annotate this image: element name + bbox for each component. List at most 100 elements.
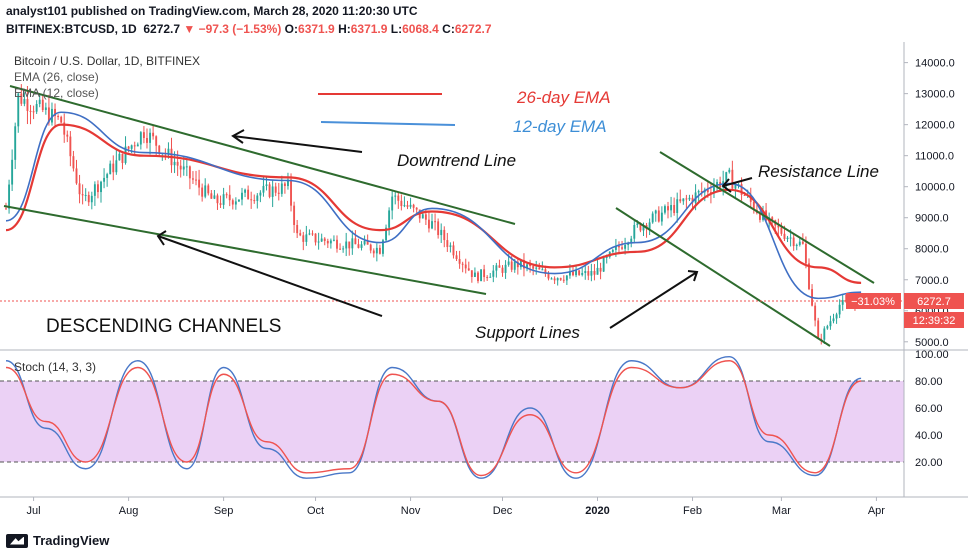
candle-body (783, 233, 786, 240)
candle-body (26, 99, 29, 111)
low-value: 6068.4 (402, 22, 439, 36)
price-tick-label: 7000.0 (915, 275, 949, 287)
candle-body (397, 195, 400, 201)
candle-body (676, 199, 679, 213)
candle-body (336, 239, 338, 249)
candle-body (345, 241, 348, 249)
candle-body (685, 198, 688, 200)
candle-body (446, 240, 449, 247)
resistance-line (659, 151, 875, 284)
candle-body (317, 241, 320, 243)
candle-body (489, 276, 492, 278)
candle-body (697, 191, 700, 193)
candle-body (538, 267, 541, 270)
annotation-resistance: Resistance Line (758, 162, 879, 181)
candle-body (146, 138, 148, 143)
stoch-tick-label: 60.00 (915, 403, 943, 415)
candle-body (357, 244, 360, 248)
o-label: O: (284, 22, 299, 36)
candle-body (106, 174, 109, 178)
candle-body (777, 225, 780, 228)
candle-body (124, 146, 127, 163)
candle-body (452, 245, 455, 256)
candle-body (20, 93, 23, 104)
candle-body (486, 277, 489, 279)
candle-body (559, 278, 562, 280)
candle-body (464, 264, 467, 269)
stoch-d-line (5, 360, 862, 477)
candle-body (473, 272, 476, 277)
candle-body (624, 245, 627, 249)
candle-body (72, 156, 75, 169)
candle-body (167, 148, 170, 154)
time-tick-label: Oct (307, 505, 324, 517)
candle-body (713, 187, 715, 194)
candle-body (740, 184, 743, 195)
candle-body (728, 169, 731, 173)
candle-body (826, 326, 829, 329)
tradingview-logo[interactable]: TradingView (6, 533, 109, 548)
candle-body (329, 240, 332, 244)
candle-body (277, 192, 280, 194)
candle-body (498, 265, 501, 268)
candle-body (219, 203, 222, 205)
candle-body (8, 184, 11, 209)
candle-body (449, 245, 452, 247)
candle-body (743, 194, 746, 196)
candle-body (149, 132, 151, 143)
candle-body (60, 116, 63, 123)
candle-body (492, 270, 495, 277)
price-tags: −31.03% 6272.7 12:39:32 (846, 293, 964, 328)
candle-body (11, 159, 14, 185)
candle-body (201, 187, 204, 197)
candle-body (78, 183, 81, 195)
candle-body (808, 263, 810, 290)
candle-body (575, 270, 578, 276)
candle-body (568, 271, 571, 276)
time-tick-label: Apr (868, 505, 885, 517)
candle-body (602, 257, 605, 272)
candle-body (504, 264, 507, 273)
candle-body (207, 185, 210, 194)
candle-body (731, 169, 734, 189)
candle-body (314, 233, 317, 243)
legend-ema26: EMA (26, close) (14, 70, 99, 84)
stoch-k-line (5, 355, 862, 479)
candle-body (69, 136, 72, 157)
candle-body (35, 104, 38, 112)
candle-body (305, 234, 308, 242)
arrow-downtrend (231, 129, 363, 153)
candle-body (342, 248, 345, 250)
candle-body (682, 198, 685, 202)
price-tick-label: 11000.0 (915, 151, 954, 163)
time-tick-label: Aug (119, 505, 139, 517)
candle-body (467, 268, 470, 271)
high-value: 6371.9 (350, 22, 388, 36)
candle-body (176, 161, 179, 166)
candle-body (115, 160, 118, 173)
candle-body (547, 273, 550, 279)
candle-body (323, 238, 326, 241)
candle-body (421, 214, 424, 219)
candle-body (823, 328, 826, 340)
candle-body (96, 184, 99, 193)
candle-body (596, 267, 599, 275)
legend-title: Bitcoin / U.S. Dollar, 1D, BITFINEX (14, 54, 201, 68)
candle-body (565, 275, 568, 281)
candle-body (231, 200, 234, 205)
time-tick-label: Sep (214, 505, 234, 517)
candle-body (841, 300, 844, 305)
h-label: H: (338, 22, 351, 36)
time-tick-label: Mar (772, 505, 791, 517)
candle-body (378, 247, 381, 254)
candle-body (372, 250, 375, 254)
candle-body (599, 267, 602, 272)
candle-body (394, 195, 397, 197)
candle-body (578, 270, 581, 275)
candle-body (663, 206, 666, 213)
candle-body (142, 132, 145, 139)
candle-body (483, 269, 486, 278)
tag-last: 6272.7 (917, 296, 951, 308)
time-tick-label: 2020 (585, 505, 609, 517)
